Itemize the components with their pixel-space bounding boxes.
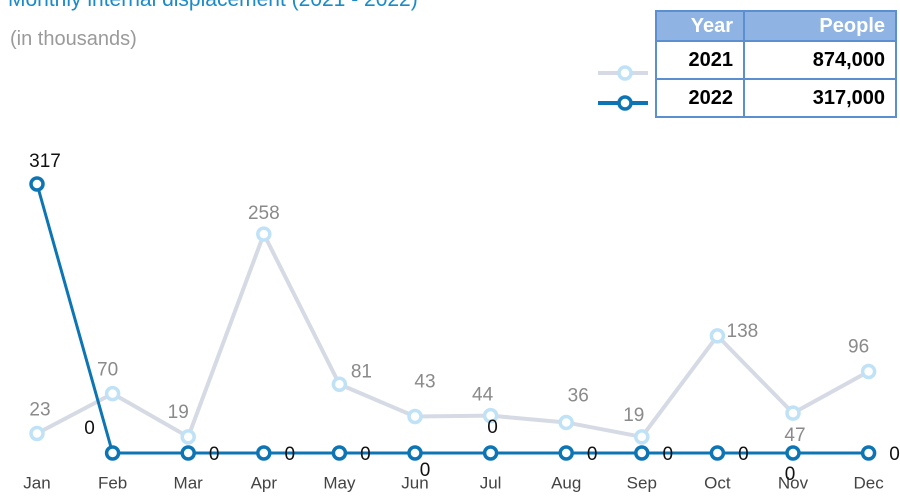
point	[482, 407, 499, 424]
legend-marker	[617, 95, 633, 111]
point	[256, 226, 272, 242]
table-cell: 317,000	[743, 78, 897, 118]
point	[104, 445, 121, 461]
table-header: Year	[655, 10, 745, 42]
x-tick-label: Aug	[551, 473, 581, 492]
data-label: 19	[168, 402, 189, 423]
legend-label: 2022	[655, 78, 745, 118]
point	[785, 405, 801, 421]
x-tick-label: May	[323, 473, 356, 492]
data-label: 70	[97, 360, 118, 381]
point	[558, 445, 574, 461]
point	[256, 445, 272, 461]
point	[709, 445, 726, 461]
legend-label: 2021	[655, 40, 745, 80]
x-tick-label: Jul	[480, 473, 502, 492]
point	[634, 429, 650, 445]
data-label: 44	[472, 385, 494, 406]
legend-marker	[617, 65, 633, 81]
data-label: 0	[360, 444, 371, 465]
data-label: 36	[568, 385, 589, 406]
point	[407, 445, 423, 461]
data-label: 0	[285, 444, 296, 465]
point	[180, 429, 196, 445]
data-label: 0	[209, 444, 220, 465]
table-header: People	[743, 10, 897, 42]
x-tick-label: Jan	[23, 473, 50, 492]
data-label: 0	[785, 464, 796, 485]
point	[104, 385, 121, 402]
series-line	[36, 229, 870, 440]
point	[785, 445, 801, 461]
data-label: 0	[738, 444, 749, 465]
x-tick-label: Nov	[778, 473, 809, 492]
x-tick-label: Dec	[853, 473, 884, 492]
data-label: 0	[889, 444, 900, 465]
x-tick-label: Sep	[627, 473, 657, 492]
data-label: 23	[29, 399, 50, 420]
point	[29, 176, 45, 192]
point	[29, 425, 45, 442]
point	[331, 376, 348, 393]
data-label: 258	[248, 203, 280, 224]
data-label: 0	[420, 460, 431, 481]
x-tick-label: Feb	[98, 473, 127, 492]
x-tick-label: Jun	[401, 473, 428, 492]
series-line	[35, 183, 869, 455]
point	[860, 363, 877, 380]
point	[709, 328, 726, 344]
data-label: 81	[351, 361, 372, 382]
data-label: 317	[29, 151, 61, 172]
data-label: 47	[784, 425, 805, 446]
point	[180, 445, 196, 461]
x-tick-label: Mar	[174, 473, 204, 492]
point	[407, 408, 423, 425]
data-label: 19	[623, 405, 644, 426]
data-label: 138	[727, 321, 759, 342]
point	[331, 445, 348, 461]
x-tick-label: Apr	[251, 473, 278, 492]
point	[558, 414, 574, 431]
x-tick-label: Oct	[704, 473, 731, 492]
chart-subtitle: (in thousands)	[10, 28, 137, 50]
data-label: 96	[848, 337, 869, 358]
point	[482, 445, 499, 461]
chart-title: Monthly internal displacement (2021 - 20…	[8, 0, 418, 12]
table-cell: 874,000	[743, 40, 897, 80]
legend-table: Year People 2021 874,000 2022 317,000	[655, 10, 897, 118]
data-label: 0	[663, 444, 674, 465]
data-label: 43	[414, 372, 435, 393]
point	[860, 445, 877, 461]
point	[634, 445, 650, 461]
data-label: 0	[84, 418, 95, 439]
data-label: 0	[487, 417, 498, 438]
data-label: 0	[587, 444, 598, 465]
